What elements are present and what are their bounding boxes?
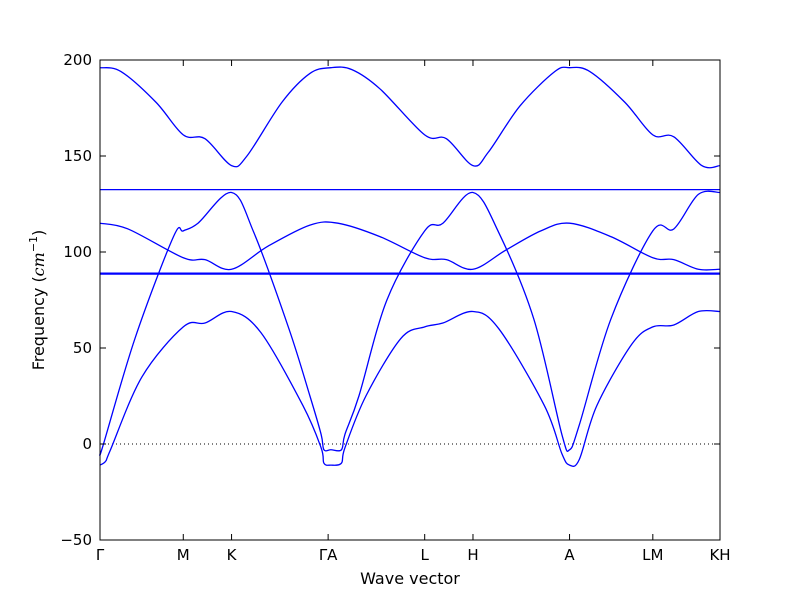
y-axis-ticks: −50 0 50 100 150 200 bbox=[60, 51, 720, 549]
y-tick-label: −50 bbox=[60, 531, 92, 549]
x-tick-label: H bbox=[467, 546, 478, 564]
x-tick-label: LM bbox=[642, 546, 663, 564]
band-line-1 bbox=[99, 309, 721, 467]
y-axis-label: Frequency (cm−1) bbox=[27, 230, 48, 371]
x-axis-ticks: Γ M K ΓA L H A LM KH bbox=[96, 60, 731, 564]
band-line-2 bbox=[99, 190, 721, 457]
x-axis-label: Wave vector bbox=[360, 569, 460, 588]
y-tick-label: 50 bbox=[73, 339, 92, 357]
y-tick-label: 150 bbox=[63, 147, 92, 165]
y-tick-label: 100 bbox=[63, 243, 92, 261]
x-tick-label: K bbox=[227, 546, 238, 564]
y-axis-label-close: ) bbox=[29, 230, 48, 236]
band-series-group bbox=[99, 66, 721, 467]
band-line-3 bbox=[99, 221, 721, 271]
y-tick-label: 200 bbox=[63, 51, 92, 69]
y-axis-label-exponent: −1 bbox=[27, 236, 40, 252]
y-axis-label-text: Frequency ( bbox=[29, 276, 48, 370]
band-line-4 bbox=[99, 66, 721, 169]
x-tick-label: Γ bbox=[96, 546, 105, 564]
x-tick-label: A bbox=[564, 546, 575, 564]
y-tick-label: 0 bbox=[82, 435, 92, 453]
x-tick-label: L bbox=[421, 546, 430, 564]
plot-frame bbox=[99, 59, 721, 541]
x-tick-label: M bbox=[177, 546, 190, 564]
x-tick-label: KH bbox=[709, 546, 730, 564]
y-axis-label-unit: cm bbox=[29, 252, 48, 276]
x-tick-label: ΓA bbox=[319, 546, 338, 564]
